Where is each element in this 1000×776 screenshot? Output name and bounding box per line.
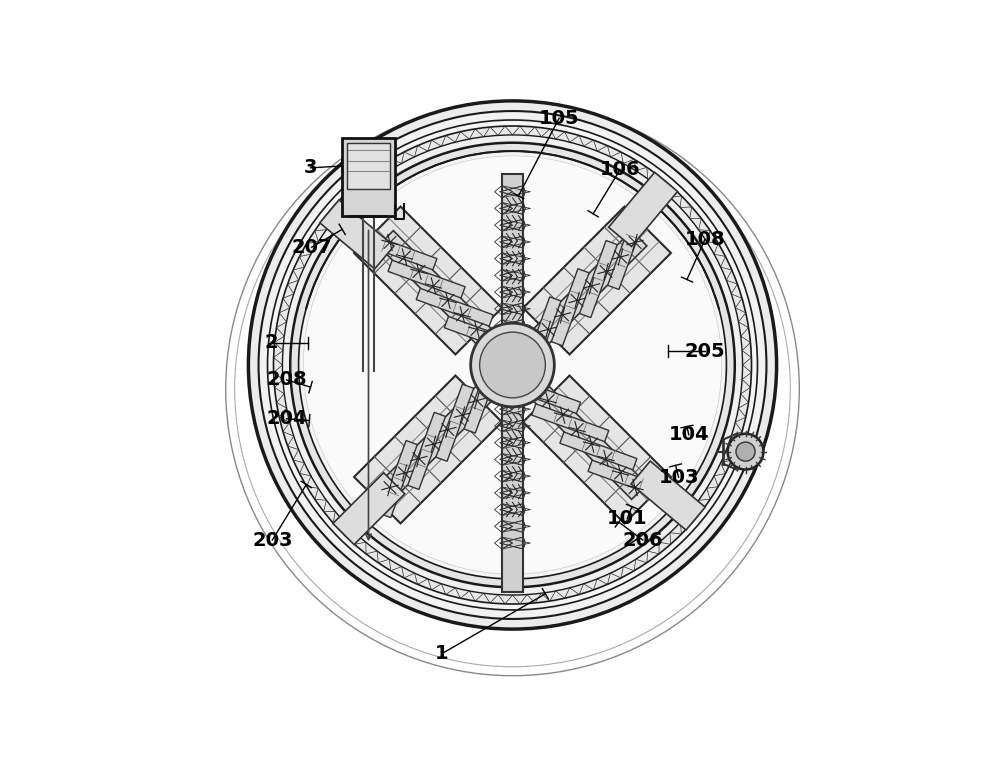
Text: 103: 103 — [658, 468, 699, 487]
Text: 106: 106 — [600, 160, 640, 179]
Circle shape — [290, 143, 735, 587]
Polygon shape — [360, 232, 437, 270]
Polygon shape — [436, 384, 474, 461]
Polygon shape — [523, 206, 671, 355]
Circle shape — [268, 120, 757, 610]
Bar — [342, 138, 395, 216]
Bar — [502, 174, 523, 592]
Text: 104: 104 — [668, 425, 709, 445]
Bar — [347, 143, 390, 189]
Text: 205: 205 — [685, 341, 725, 361]
Polygon shape — [378, 230, 503, 355]
Text: 203: 203 — [252, 531, 293, 549]
Polygon shape — [522, 230, 647, 355]
Polygon shape — [408, 412, 445, 490]
Polygon shape — [523, 297, 561, 374]
Polygon shape — [333, 473, 405, 545]
Circle shape — [282, 135, 743, 595]
Text: 3: 3 — [304, 158, 317, 177]
Polygon shape — [444, 317, 521, 355]
Circle shape — [248, 101, 777, 629]
Text: 208: 208 — [266, 370, 307, 390]
Polygon shape — [380, 441, 417, 518]
Polygon shape — [354, 376, 502, 524]
Polygon shape — [388, 260, 465, 298]
Text: 105: 105 — [539, 109, 579, 128]
Polygon shape — [522, 374, 647, 499]
Polygon shape — [378, 374, 503, 499]
Polygon shape — [354, 206, 502, 355]
Polygon shape — [551, 268, 589, 346]
Text: 2: 2 — [264, 334, 278, 352]
Polygon shape — [609, 172, 678, 247]
Text: 101: 101 — [607, 509, 648, 528]
Polygon shape — [504, 376, 581, 414]
Polygon shape — [631, 461, 705, 530]
Circle shape — [303, 156, 722, 574]
Text: 206: 206 — [622, 531, 663, 549]
Circle shape — [736, 442, 755, 461]
Polygon shape — [588, 460, 665, 498]
Polygon shape — [464, 356, 502, 433]
Polygon shape — [560, 432, 637, 469]
Polygon shape — [608, 213, 645, 289]
Circle shape — [259, 111, 766, 619]
Polygon shape — [580, 241, 617, 317]
Text: 1: 1 — [435, 644, 449, 663]
Polygon shape — [320, 200, 394, 269]
Circle shape — [471, 323, 554, 407]
Circle shape — [273, 126, 752, 604]
Polygon shape — [416, 289, 493, 326]
Circle shape — [480, 332, 545, 398]
Text: 108: 108 — [685, 230, 725, 249]
Polygon shape — [523, 376, 671, 524]
Text: 204: 204 — [266, 409, 307, 428]
Circle shape — [299, 151, 726, 579]
Circle shape — [728, 434, 763, 469]
Polygon shape — [532, 404, 609, 442]
Text: 207: 207 — [291, 237, 332, 257]
